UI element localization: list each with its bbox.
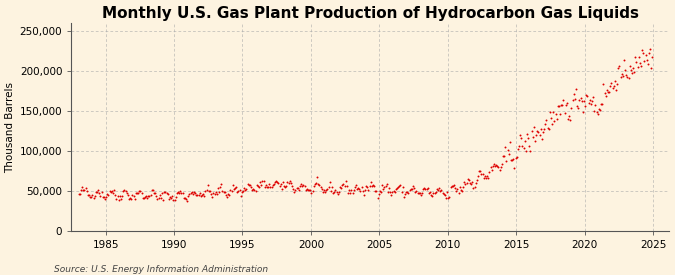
Y-axis label: Thousand Barrels: Thousand Barrels <box>5 82 16 173</box>
Text: Source: U.S. Energy Information Administration: Source: U.S. Energy Information Administ… <box>54 265 268 274</box>
Title: Monthly U.S. Gas Plant Production of Hydrocarbon Gas Liquids: Monthly U.S. Gas Plant Production of Hyd… <box>102 6 639 21</box>
